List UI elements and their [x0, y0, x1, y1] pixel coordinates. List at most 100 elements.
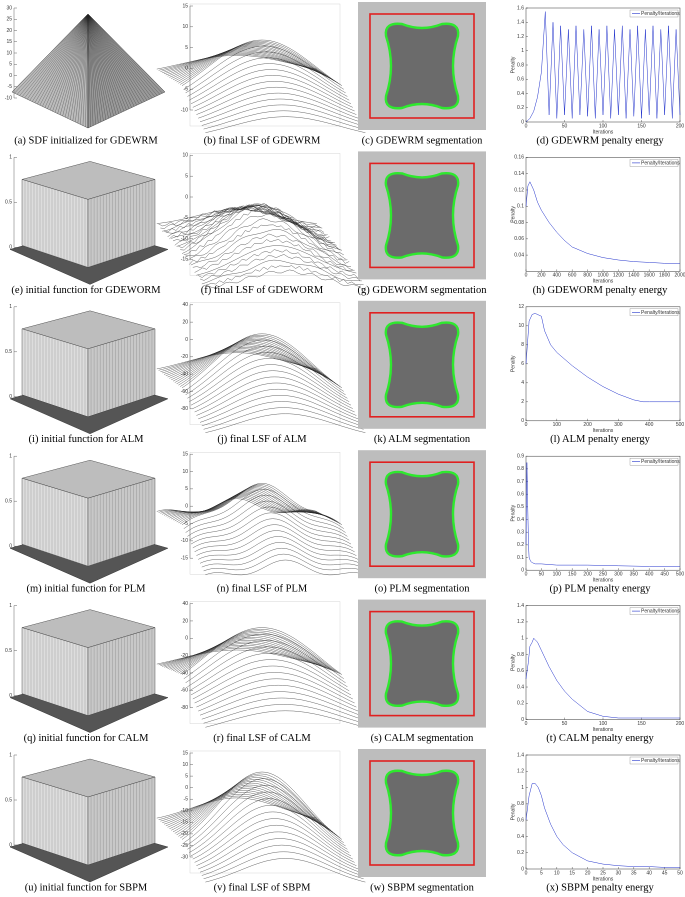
roi-box — [369, 13, 475, 119]
y-tick-label: 0.7 — [517, 479, 524, 485]
x-axis-label: Iterations — [593, 129, 614, 135]
mesh-line — [22, 13, 89, 97]
x-tick-label: 200 — [676, 123, 685, 129]
mesh-line — [171, 46, 332, 79]
mesh-line — [189, 63, 350, 101]
x-tick-label: 300 — [614, 572, 623, 578]
mesh-line — [201, 548, 362, 568]
roi-box — [369, 311, 475, 418]
mesh-line — [87, 13, 135, 107]
mesh-line — [192, 518, 353, 549]
x-tick-label: 400 — [645, 572, 654, 578]
legend-label: Penalty/Iterations — [641, 11, 680, 17]
mesh-line — [203, 265, 364, 286]
mesh-line — [70, 13, 89, 120]
mesh-line — [87, 13, 148, 101]
mesh-line — [24, 13, 89, 99]
mesh-line — [14, 13, 89, 94]
mesh-line — [172, 340, 334, 382]
mesh-line — [87, 13, 158, 96]
z-tick-label: -30 — [181, 854, 188, 860]
mesh-line — [176, 43, 337, 83]
caption: (b) final LSF of GDEWRM — [204, 135, 321, 146]
roi-box — [369, 760, 475, 866]
y-tick-label: 1.4 — [517, 603, 524, 609]
z-tick-label: -5 — [184, 87, 189, 93]
x-tick-label: 400 — [553, 273, 562, 279]
mesh-line — [194, 376, 355, 413]
x-tick-label: 100 — [553, 572, 562, 578]
mesh-line — [174, 339, 335, 383]
mesh-line — [87, 13, 114, 117]
x-tick-label: 200 — [583, 572, 592, 578]
x-tick-label: 35 — [631, 870, 637, 876]
x-tick-label: 1200 — [613, 273, 624, 279]
caption: (w) SBPM segmentation — [370, 882, 475, 893]
mesh-line — [87, 13, 160, 95]
z-tick-label: -40 — [181, 371, 188, 377]
mesh-line — [158, 795, 319, 820]
x-tick-label: 1400 — [628, 273, 639, 279]
x-tick-label: 500 — [676, 572, 685, 578]
y-tick-label: 1.2 — [517, 769, 524, 775]
z-tick-label: 5 — [185, 486, 188, 492]
mesh-line — [178, 630, 339, 674]
x-tick-label: 200 — [676, 721, 685, 727]
mesh-line — [156, 649, 317, 665]
x-tick-label: 100 — [599, 123, 608, 129]
caption: (s) CALM segmentation — [371, 733, 474, 744]
mesh-line — [180, 629, 341, 675]
object — [384, 620, 460, 708]
mesh-line — [167, 786, 328, 828]
mesh-line — [199, 838, 361, 873]
mesh-line — [87, 13, 109, 119]
mesh-line — [198, 685, 359, 712]
z-tick-label: -20 — [181, 653, 188, 659]
y-tick-label: 1.2 — [517, 619, 524, 625]
x-tick-label: 0 — [525, 572, 528, 578]
z-tick-label: -10 — [181, 107, 188, 113]
mesh-line — [187, 646, 348, 687]
plot-box — [525, 605, 681, 720]
legend-box — [629, 458, 679, 466]
caption: (d) GDEWRM penalty energy — [536, 135, 664, 146]
mesh-line — [183, 209, 344, 256]
mesh-line — [87, 13, 96, 125]
mesh-line — [192, 811, 353, 860]
y-tick-label: 0.9 — [517, 454, 524, 460]
plot-box — [525, 754, 681, 870]
z-tick-label: 5 — [185, 45, 188, 51]
x-tick-label: 100 — [553, 422, 562, 428]
mesh-line — [87, 13, 140, 105]
x-axis-label: Iterations — [593, 578, 614, 584]
mesh-line — [162, 51, 323, 73]
x-tick-label: 40 — [646, 870, 652, 876]
mesh-line — [172, 204, 334, 243]
x-tick-label: 150 — [568, 572, 577, 578]
mesh-line — [194, 81, 355, 112]
mesh-line — [85, 13, 89, 127]
y-tick-label: 0.2 — [517, 542, 524, 548]
mesh-line — [87, 13, 166, 93]
y-tick-label: 8 — [521, 342, 524, 348]
caption: (e) initial function for GDEWORM — [11, 285, 161, 296]
z-tick-label: -10 — [5, 95, 12, 101]
x-tick-label: 45 — [662, 870, 668, 876]
mesh-line — [203, 553, 364, 572]
mesh-line — [185, 640, 346, 683]
z-tick-label: 5 — [9, 62, 12, 68]
y-tick-label: 0.8 — [517, 466, 524, 472]
mesh-line — [87, 13, 91, 127]
mesh-line — [192, 233, 353, 271]
mesh-line — [181, 39, 343, 86]
mesh-line — [172, 781, 334, 833]
roi-box — [369, 461, 475, 568]
mesh-line — [183, 45, 344, 90]
mesh-line — [87, 13, 104, 121]
mesh-line — [205, 116, 366, 133]
mesh-line — [198, 536, 359, 560]
x-tick-label: 400 — [645, 422, 654, 428]
y-tick-label: 1.6 — [517, 5, 524, 11]
mesh-line — [178, 203, 339, 250]
